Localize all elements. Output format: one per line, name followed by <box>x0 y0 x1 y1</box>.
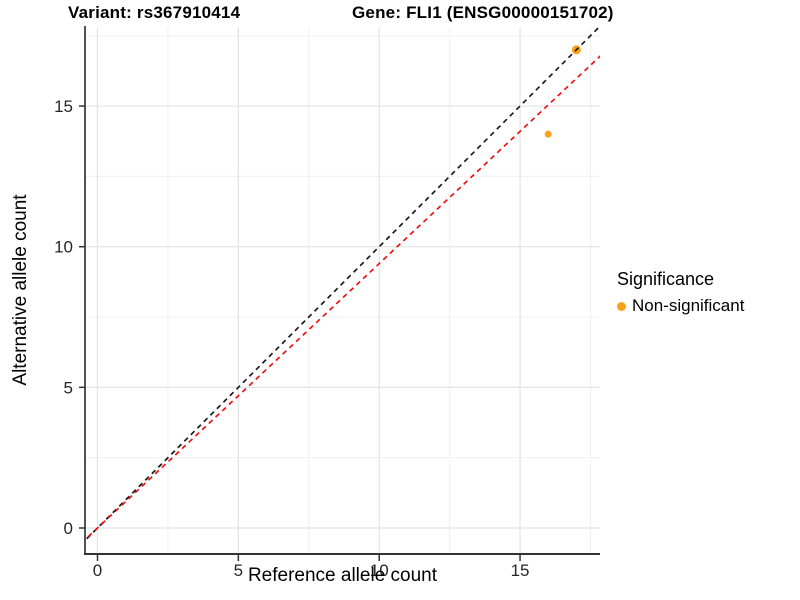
data-point[interactable] <box>544 130 552 138</box>
y-tick-label: 10 <box>54 238 73 257</box>
y-tick-label: 15 <box>54 97 73 116</box>
legend-point-icon <box>617 301 626 311</box>
legend-title: Significance <box>617 269 715 289</box>
fit-line <box>85 55 600 541</box>
legend-item: Non-significant <box>617 296 744 316</box>
plot-title-gene: Gene: FLI1 (ENSG00000151702) <box>352 3 614 22</box>
x-tick-label: 0 <box>93 561 102 580</box>
identity-line <box>85 27 600 542</box>
legend-item-label: Non-significant <box>632 296 745 315</box>
plot-title-variant: Variant: rs367910414 <box>68 3 241 22</box>
legend: Significance Non-significant <box>617 269 744 316</box>
x-axis-title: Reference allele count <box>247 565 438 586</box>
y-axis-title: Alternative allele count <box>10 194 31 386</box>
y-tick-label: 0 <box>64 519 73 538</box>
x-tick-label: 10 <box>370 561 389 580</box>
y-tick-label: 5 <box>64 378 73 397</box>
x-tick-label: 5 <box>234 561 243 580</box>
x-tick-label: 15 <box>511 561 530 580</box>
